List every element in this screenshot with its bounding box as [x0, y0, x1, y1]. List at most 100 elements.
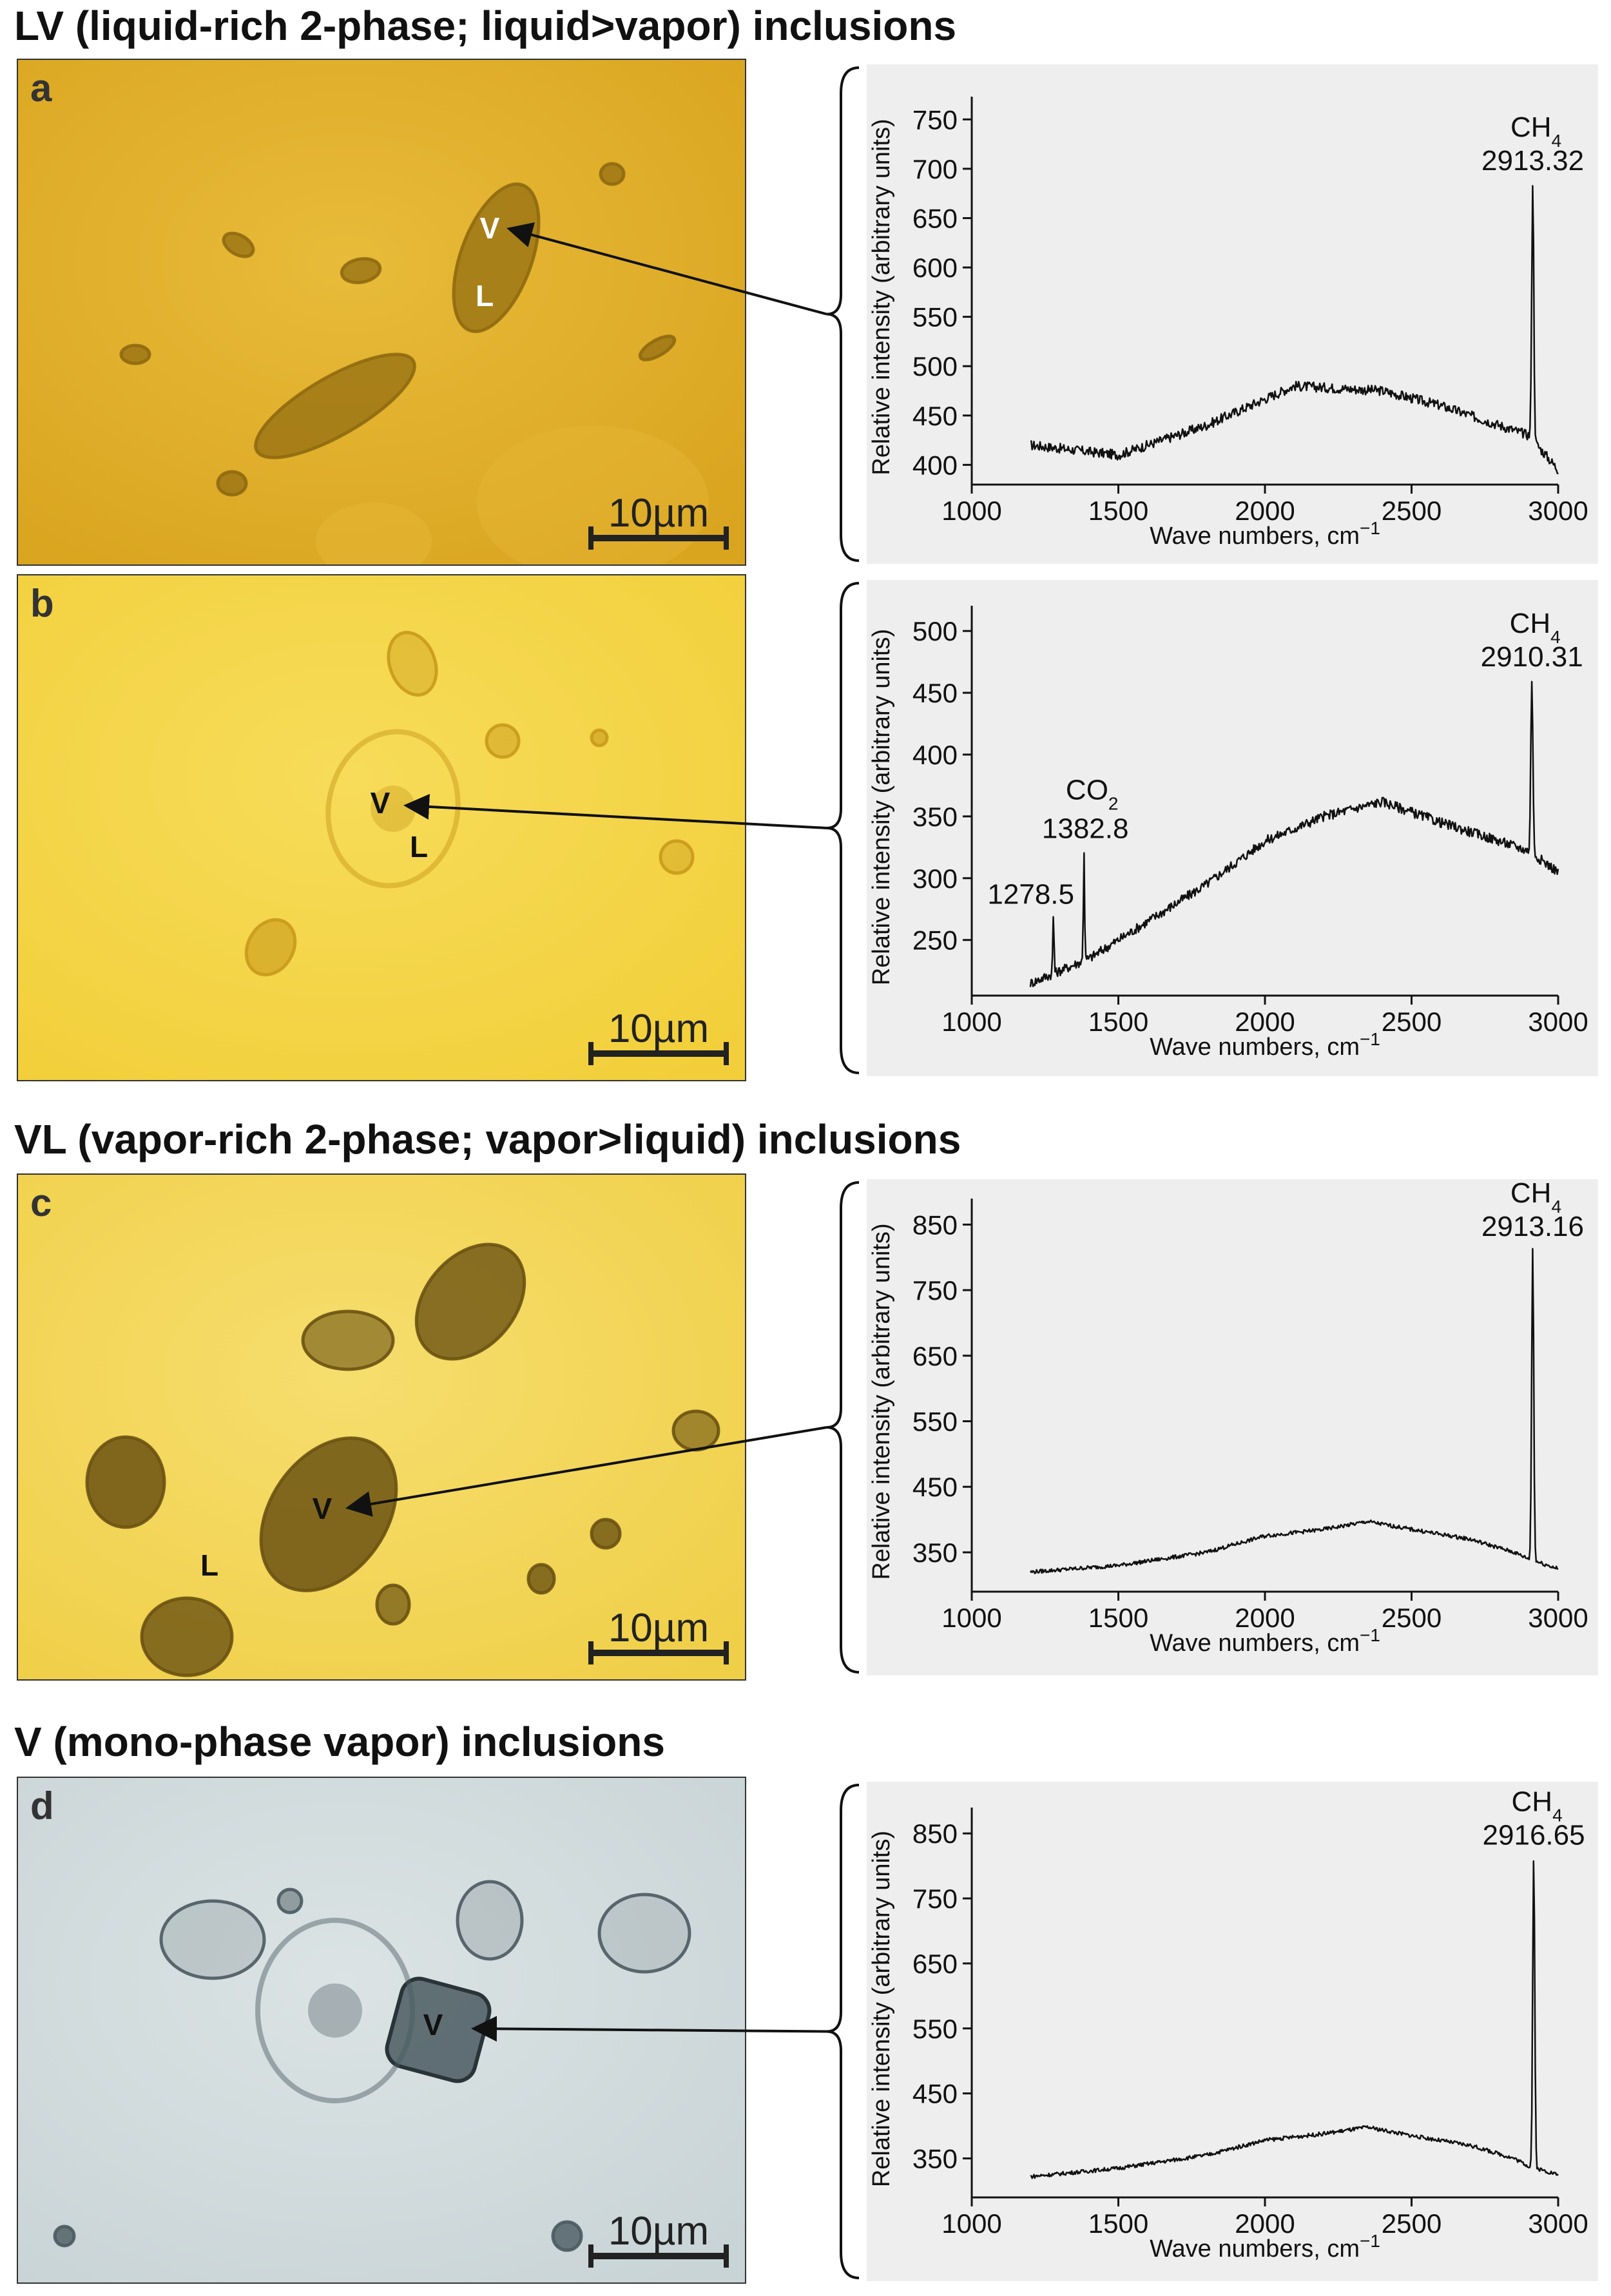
- y-tick-label: 350: [912, 802, 958, 832]
- inclusion-shape: [638, 334, 677, 362]
- y-axis-title: Relative intensity (arbitrary units): [868, 1223, 895, 1579]
- inclusion-shape: [255, 1918, 415, 2103]
- chart-background: [867, 580, 1598, 1076]
- y-tick-label: 700: [912, 154, 958, 184]
- inclusion-shape: [325, 729, 461, 889]
- y-axis-title: Relative intensity (arbitrary units): [868, 1831, 895, 2187]
- pointer-arrow: [506, 222, 827, 316]
- y-tick-label: 650: [912, 1341, 958, 1371]
- inclusion-shape: [254, 352, 416, 459]
- x-tick-label: 1000: [941, 1603, 1001, 1633]
- inclusion-shape: [259, 1436, 398, 1592]
- phase-label-l: L: [410, 830, 428, 863]
- inclusion-shape: [140, 1596, 234, 1677]
- micrograph-frame: [17, 1173, 746, 1681]
- inclusion-shape: [159, 1899, 266, 1980]
- y-tick-label: 550: [912, 2014, 958, 2044]
- y-tick-label: 550: [912, 302, 958, 333]
- inclusion-art: [53, 1880, 691, 2252]
- inclusion-shape: [590, 1518, 622, 1550]
- y-tick-label: 650: [912, 1949, 958, 1979]
- inclusion-shape: [85, 1435, 166, 1529]
- inclusion-shape: [387, 631, 438, 697]
- y-tick-label: 750: [912, 1884, 958, 1914]
- panel-letter: a: [30, 66, 52, 110]
- phase-label-l: L: [200, 1548, 218, 1582]
- peak-value-label: 2913.16: [1481, 1211, 1584, 1242]
- x-tick-label: 3000: [1528, 496, 1588, 526]
- micrograph-a: a VL 10µm: [17, 59, 746, 566]
- spectrum-chart-b: 1000 1500 2000 2500 3000 250 300 350 400 450 500 Wa…: [867, 580, 1598, 1076]
- micrograph-background: [17, 575, 746, 1081]
- x-tick-label: 2000: [1235, 1007, 1295, 1037]
- inclusion-shape: [375, 1583, 411, 1626]
- y-tick-label: 550: [912, 1407, 958, 1437]
- spectrum-line: [1029, 1248, 1559, 1574]
- panel-letter: d: [30, 1784, 54, 1828]
- y-tick-label: 750: [912, 1275, 958, 1306]
- scale-bar-label: 10µm: [608, 1606, 709, 1650]
- y-tick-label: 350: [912, 1538, 958, 1568]
- inclusion-shape: [599, 162, 626, 186]
- x-axis-title: Wave numbers, cm−1: [1150, 1029, 1380, 1061]
- y-tick-label: 300: [912, 863, 958, 894]
- chart-background: [867, 64, 1598, 564]
- inclusion-shape: [340, 257, 382, 284]
- pointer-arrow: [345, 1426, 827, 1517]
- x-tick-label: 2000: [1235, 496, 1295, 526]
- inclusion-shape: [590, 728, 609, 748]
- x-tick-label: 1500: [1088, 1007, 1148, 1037]
- spectrum-line: [1029, 680, 1559, 988]
- y-tick-label: 350: [912, 2143, 958, 2174]
- x-tick-label: 2000: [1235, 2208, 1295, 2239]
- x-tick-label: 1000: [941, 1007, 1001, 1037]
- inclusion-shape: [597, 1893, 691, 1974]
- x-tick-label: 1500: [1088, 496, 1148, 526]
- x-tick-label: 2500: [1382, 1603, 1442, 1633]
- micrograph-b: b VL 10µm: [17, 574, 746, 1081]
- chart-background: [867, 1179, 1598, 1675]
- inclusion-shape: [414, 1242, 526, 1361]
- inclusion-art: [244, 631, 695, 977]
- inclusion-shape: [485, 723, 521, 759]
- y-tick-label: 500: [912, 351, 958, 381]
- inclusion-art: [85, 1242, 720, 1677]
- y-tick-label: 450: [912, 678, 958, 708]
- peak-value-label: 2913.32: [1481, 145, 1584, 177]
- peak-value-label: 1382.8: [1042, 813, 1129, 845]
- x-tick-label: 2500: [1382, 2208, 1442, 2239]
- spectrum-line: [1030, 185, 1559, 475]
- phase-label-v: V: [371, 786, 391, 820]
- chart-background: [867, 1782, 1598, 2281]
- x-tick-label: 1000: [941, 2208, 1001, 2239]
- micrograph-frame: [17, 59, 746, 566]
- inclusion-shape: [301, 1309, 395, 1371]
- peak-value-label: 2910.31: [1481, 641, 1583, 673]
- y-tick-label: 450: [912, 2079, 958, 2109]
- x-tick-label: 3000: [1528, 2208, 1588, 2239]
- phase-label-l: L: [476, 279, 494, 313]
- spectrum-chart-a: 1000 1500 2000 2500 3000 400 450 500 550 600 650 70…: [867, 64, 1598, 564]
- x-tick-label: 2500: [1382, 496, 1442, 526]
- x-axis-title: Wave numbers, cm−1: [1150, 518, 1380, 550]
- peak-value-label: 1278.5: [987, 878, 1074, 910]
- phase-label-v: V: [313, 1492, 333, 1525]
- y-axis-title: Relative intensity (arbitrary units): [868, 629, 895, 985]
- curly-brace: [826, 1784, 860, 2279]
- scale-bar-label: 10µm: [608, 491, 709, 535]
- x-axis-title: Wave numbers, cm−1: [1150, 2231, 1380, 2263]
- scale-bar-label: 10µm: [608, 2209, 709, 2253]
- phase-label-v: V: [423, 2008, 443, 2041]
- heading-lv: LV (liquid-rich 2-phase; liquid>vapor) i…: [14, 3, 956, 49]
- scale-bar-label: 10µm: [608, 1007, 709, 1051]
- micrograph-c: c V L 10µm: [17, 1173, 746, 1681]
- connectors: [345, 66, 860, 2279]
- curly-brace: [826, 1181, 860, 1674]
- y-tick-label: 850: [912, 1818, 958, 1849]
- pointer-arrow: [403, 793, 827, 829]
- x-tick-label: 3000: [1528, 1603, 1588, 1633]
- y-tick-label: 500: [912, 616, 958, 646]
- inclusion-shape: [452, 182, 541, 333]
- x-tick-label: 2500: [1382, 1007, 1442, 1037]
